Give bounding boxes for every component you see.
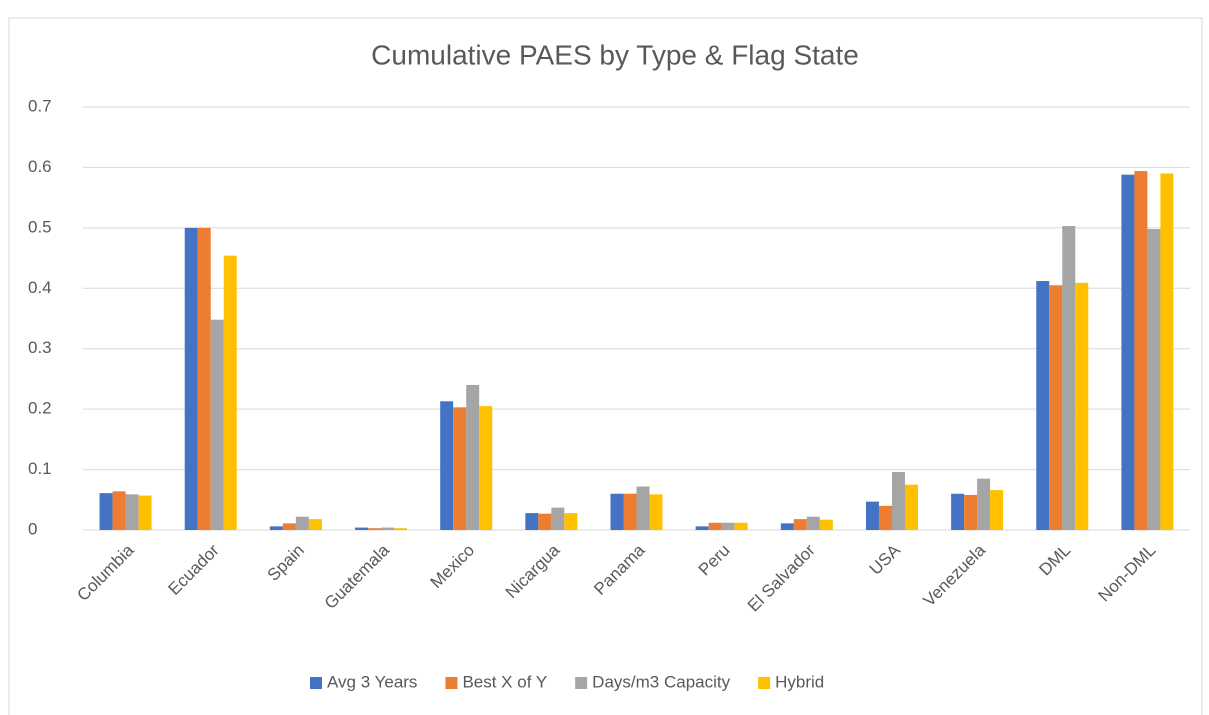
bar (623, 493, 637, 530)
bar (381, 527, 395, 530)
bar (977, 478, 991, 530)
y-tick-label: 0.7 (28, 96, 52, 115)
bar (466, 384, 480, 530)
bar (112, 491, 126, 530)
legend-label: Days/m3 Capacity (592, 672, 730, 691)
bar (564, 513, 578, 530)
bar (964, 494, 978, 530)
bar (1160, 173, 1174, 530)
bar (990, 490, 1004, 530)
bar (282, 523, 296, 530)
bar (721, 522, 735, 530)
bar (295, 516, 309, 530)
bar (636, 486, 650, 530)
bar (138, 495, 152, 530)
bar (453, 407, 467, 530)
bar (308, 519, 322, 530)
bar (394, 528, 408, 530)
bar (99, 493, 113, 530)
bar (1134, 171, 1148, 530)
bar (819, 519, 833, 530)
bar (1062, 226, 1076, 530)
bar (368, 528, 382, 530)
y-tick-label: 0.3 (28, 338, 52, 357)
bar (538, 513, 552, 530)
bar (1121, 174, 1135, 530)
bar (865, 501, 879, 530)
bar (806, 516, 820, 530)
bar (891, 471, 905, 530)
bar (878, 505, 892, 530)
bar (1049, 285, 1063, 530)
legend-label: Best X of Y (462, 672, 547, 691)
bar (1147, 229, 1161, 530)
bar (1036, 281, 1050, 530)
bar (125, 494, 139, 530)
bar (210, 319, 224, 530)
bar (223, 255, 237, 530)
y-tick-label: 0.5 (28, 217, 52, 236)
bar (197, 227, 211, 530)
legend-label: Avg 3 Years (327, 672, 417, 691)
legend-swatch (758, 677, 771, 689)
legend-swatch (575, 677, 588, 689)
legend-swatch (310, 677, 322, 689)
bar (440, 401, 454, 530)
bar (734, 522, 748, 530)
y-tick-label: 0 (28, 519, 37, 538)
y-tick-label: 0.6 (28, 157, 52, 176)
legend-label: Hybrid (775, 672, 824, 691)
bar (525, 513, 539, 530)
legend-swatch (445, 677, 458, 689)
bar (951, 493, 965, 530)
bar (610, 493, 624, 530)
bar (793, 519, 807, 530)
bar (479, 406, 493, 530)
bar (184, 227, 198, 530)
bar (355, 527, 369, 530)
y-tick-label: 0.1 (28, 459, 52, 478)
y-tick-label: 0.4 (28, 278, 52, 297)
bar (551, 507, 565, 530)
chart-title: Cumulative PAES by Type & Flag State (371, 39, 859, 70)
bar (904, 484, 918, 530)
bar (1075, 282, 1089, 530)
y-tick-label: 0.2 (28, 399, 52, 418)
bar (269, 526, 283, 530)
bar (708, 522, 722, 530)
bar (695, 526, 709, 530)
bar (649, 494, 663, 530)
bar (780, 523, 794, 530)
